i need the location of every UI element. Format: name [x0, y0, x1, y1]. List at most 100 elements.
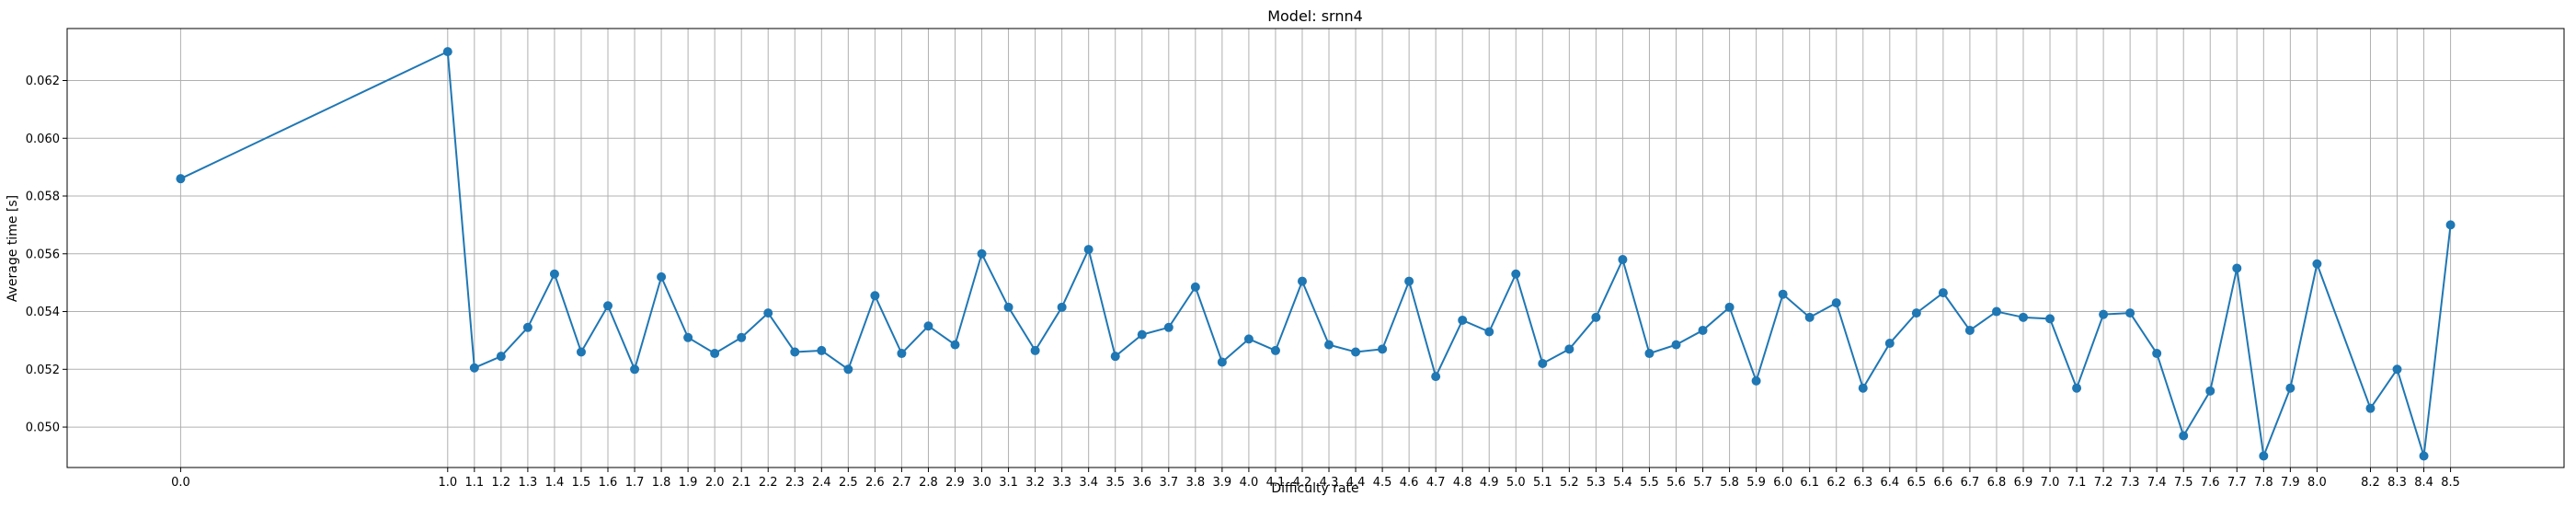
x-tick-label: 7.5	[2174, 476, 2193, 490]
x-tick-label: 0.0	[171, 476, 190, 490]
x-tick-label: 2.2	[759, 476, 778, 490]
data-point	[2285, 383, 2296, 393]
data-point	[1884, 339, 1895, 349]
data-point	[1751, 375, 1761, 386]
x-tick-label: 1.1	[464, 476, 484, 490]
data-point	[442, 47, 452, 57]
x-tick-label: 7.8	[2254, 476, 2273, 490]
data-point	[1831, 298, 1841, 308]
data-point	[2018, 312, 2028, 322]
data-point	[1297, 276, 1307, 286]
x-tick-label: 3.8	[1185, 476, 1205, 490]
data-point	[1618, 255, 1628, 265]
chart-title: Model: srnn4	[1267, 7, 1363, 25]
data-point	[737, 332, 747, 342]
data-point	[1964, 325, 1975, 335]
x-tick-label: 3.5	[1105, 476, 1125, 490]
data-point	[630, 364, 640, 375]
x-tick-label: 3.2	[1025, 476, 1045, 490]
x-tick-label: 6.3	[1853, 476, 1872, 490]
data-point	[1724, 302, 1735, 312]
data-point	[1163, 322, 1174, 332]
data-point	[1511, 269, 1521, 279]
x-tick-label: 4.7	[1426, 476, 1446, 490]
x-tick-label: 3.6	[1132, 476, 1151, 490]
x-tick-label: 5.5	[1640, 476, 1659, 490]
x-tick-label: 7.3	[2121, 476, 2140, 490]
data-point	[1778, 289, 1788, 299]
x-tick-label: 3.9	[1213, 476, 1232, 490]
data-point	[1351, 347, 1361, 357]
x-tick-label: 6.8	[1987, 476, 2007, 490]
data-point	[1057, 302, 1067, 312]
data-point	[763, 308, 773, 318]
x-tick-label: 5.6	[1666, 476, 1686, 490]
data-point	[2152, 349, 2162, 359]
x-tick-label: 4.9	[1480, 476, 1499, 490]
x-tick-label: 3.1	[999, 476, 1018, 490]
data-point	[1431, 372, 1441, 382]
data-point	[950, 340, 960, 350]
data-point	[2259, 451, 2269, 461]
x-tick-label: 2.6	[865, 476, 885, 490]
x-axis-label: Difficulty rate	[1271, 481, 1358, 496]
x-tick-label: 4.2	[1293, 476, 1312, 490]
x-tick-label: 4.4	[1346, 476, 1366, 490]
data-point	[1270, 345, 1280, 355]
x-tick-label: 2.8	[919, 476, 938, 490]
data-point	[2232, 263, 2242, 273]
x-tick-label: 5.4	[1613, 476, 1632, 490]
data-point	[1804, 312, 1815, 322]
x-tick-label: 1.7	[625, 476, 645, 490]
x-tick-label: 1.4	[545, 476, 565, 490]
data-point	[2365, 403, 2376, 413]
data-point	[2312, 259, 2322, 269]
data-point	[2445, 220, 2456, 230]
data-point	[1458, 315, 1468, 325]
data-point	[683, 332, 693, 342]
data-point	[1698, 325, 1708, 335]
data-point	[1243, 334, 1254, 344]
x-tick-label: 7.9	[2281, 476, 2300, 490]
data-point	[1404, 276, 1414, 286]
data-point	[923, 321, 933, 331]
x-tick-label: 2.3	[785, 476, 805, 490]
data-point	[2179, 431, 2189, 441]
data-point	[496, 352, 506, 362]
data-point	[790, 347, 800, 357]
x-tick-label: 3.4	[1079, 476, 1098, 490]
x-tick-label: 4.5	[1373, 476, 1392, 490]
data-point	[1217, 357, 1227, 367]
x-tick-label: 8.3	[2387, 476, 2407, 490]
x-tick-label: 7.2	[2094, 476, 2113, 490]
x-tick-label: 4.3	[1320, 476, 1339, 490]
x-tick-label: 2.0	[705, 476, 725, 490]
data-point	[2099, 309, 2109, 319]
x-tick-label: 5.2	[1560, 476, 1579, 490]
data-point	[710, 349, 720, 359]
plot-frame	[66, 28, 2565, 468]
data-point	[2045, 314, 2055, 324]
x-tick-label: 5.8	[1720, 476, 1739, 490]
y-tick-label: 0.052	[26, 364, 60, 377]
data-point	[1564, 344, 1574, 354]
x-tick-label: 5.3	[1586, 476, 1606, 490]
data-point	[1938, 288, 1948, 298]
x-tick-label: 7.7	[2227, 476, 2247, 490]
data-point	[897, 349, 907, 359]
data-point	[1591, 312, 1601, 322]
y-tick-label: 0.056	[26, 248, 60, 261]
data-point	[1030, 345, 1040, 355]
x-tick-label: 1.5	[572, 476, 591, 490]
x-tick-label: 4.0	[1240, 476, 1259, 490]
x-tick-label: 5.7	[1693, 476, 1712, 490]
data-point	[1671, 340, 1681, 350]
x-tick-label: 6.4	[1880, 476, 1899, 490]
x-tick-label: 5.1	[1533, 476, 1552, 490]
x-tick-label: 1.2	[492, 476, 511, 490]
x-tick-label: 8.2	[2361, 476, 2380, 490]
data-point	[2125, 308, 2135, 318]
x-tick-label: 4.6	[1400, 476, 1419, 490]
